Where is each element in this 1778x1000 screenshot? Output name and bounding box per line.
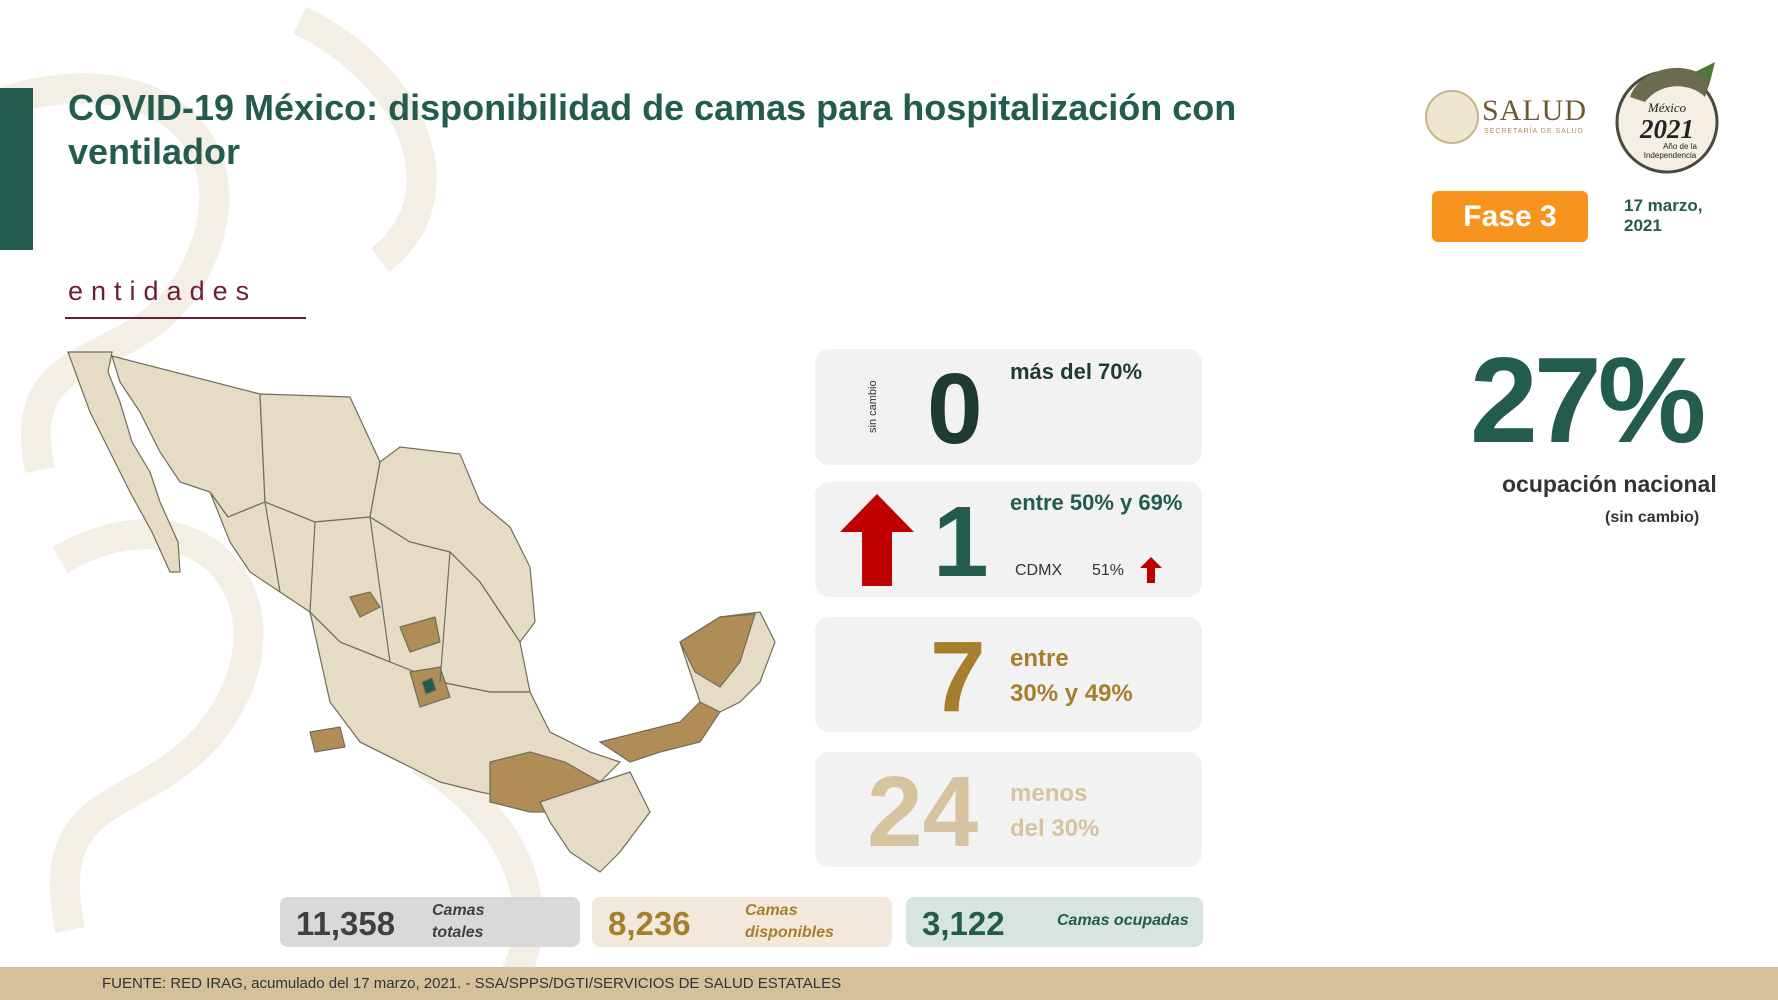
occupied-beds-label: Camas ocupadas xyxy=(1057,912,1189,929)
report-date: 17 marzo, 2021 xyxy=(1624,196,1703,235)
total-beds-label: Camas totales xyxy=(432,902,485,941)
available-beds-value: 8,236 xyxy=(608,905,691,942)
available-beds-box: 8,236 Camas disponibles xyxy=(592,897,892,947)
category-card-30-49: 7 entre 30% y 49% xyxy=(815,617,1202,732)
category-count: 1 xyxy=(933,486,989,598)
svg-text:Independencia: Independencia xyxy=(1644,151,1697,160)
category-label: menos del 30% xyxy=(1010,780,1100,842)
total-beds-value: 11,358 xyxy=(296,905,396,942)
small-up-arrow-icon xyxy=(1140,557,1162,583)
total-beds-box: 11,358 Camas totales xyxy=(280,897,580,947)
page-title: COVID-19 México: disponibilidad de camas… xyxy=(68,87,1237,172)
seal-icon xyxy=(1425,90,1479,144)
category-label: más del 70% xyxy=(1010,359,1143,384)
source-text: FUENTE: RED IRAG, acumulado del 17 marzo… xyxy=(102,975,842,992)
mexico-map xyxy=(67,351,776,873)
category-count: 7 xyxy=(930,621,986,733)
category-count: 0 xyxy=(927,353,983,465)
salud-logo: SALUD SECRETARÍA DE SALUD xyxy=(1425,90,1590,146)
svg-text:México: México xyxy=(1647,100,1687,115)
section-underline xyxy=(65,317,306,319)
national-occupancy-value: 27% xyxy=(1470,332,1706,468)
national-occupancy-label: ocupación nacional xyxy=(1502,471,1717,497)
occupied-beds-box: 3,122 Camas ocupadas xyxy=(906,897,1203,947)
detail-state: CDMX xyxy=(1015,562,1063,579)
available-beds-label: Camas disponibles xyxy=(745,902,834,941)
section-label: entidades xyxy=(68,276,258,306)
category-card-50-69: 1 entre 50% y 69% CDMX 51% xyxy=(815,482,1202,597)
detail-pct: 51% xyxy=(1092,562,1125,579)
title-accent-bar xyxy=(0,88,33,250)
category-label: entre 50% y 69% xyxy=(1010,490,1183,515)
svg-text:Año de la: Año de la xyxy=(1663,142,1697,151)
category-card-under-30: 24 menos del 30% xyxy=(815,752,1202,867)
trend-label: sin cambio xyxy=(867,380,879,433)
source-footer: FUENTE: RED IRAG, acumulado del 17 marzo… xyxy=(0,967,1778,1000)
up-arrow-icon xyxy=(840,494,914,586)
category-card-over-70: sin cambio 0 más del 70% xyxy=(815,349,1202,465)
mexico-2021-logo: México 2021 Año de la Independencia xyxy=(1615,62,1719,174)
phase-badge: Fase 3 xyxy=(1432,191,1588,242)
svg-text:2021: 2021 xyxy=(1639,114,1694,144)
category-label: entre 30% y 49% xyxy=(1010,645,1133,707)
national-occupancy-change: (sin cambio) xyxy=(1605,509,1700,526)
category-count: 24 xyxy=(867,756,979,868)
occupied-beds-value: 3,122 xyxy=(922,905,1005,942)
